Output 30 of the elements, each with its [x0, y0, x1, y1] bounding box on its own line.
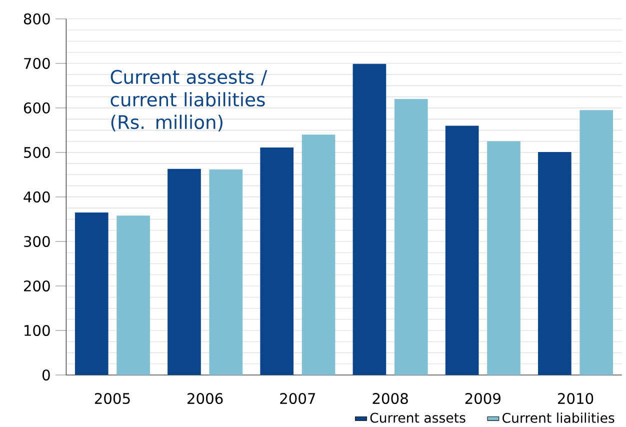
y-tick-label: 0 — [42, 369, 50, 380]
bar — [116, 216, 150, 375]
y-tick-label: 800 — [24, 13, 50, 24]
x-tick-label: 2008 — [372, 392, 408, 404]
y-tick-label: 400 — [24, 191, 50, 202]
bar — [445, 126, 479, 375]
y-tick-label: 200 — [24, 280, 50, 292]
y-tick-label: 700 — [24, 58, 50, 69]
x-tick-label: 2009 — [465, 392, 500, 404]
x-tick-label: 2007 — [280, 392, 316, 404]
bar — [168, 168, 201, 375]
x-tick-label: 2010 — [558, 392, 594, 404]
bar — [580, 110, 614, 375]
legend-label: Current liabilities — [502, 412, 614, 423]
bar — [260, 147, 294, 375]
bar — [209, 169, 243, 375]
bar — [352, 64, 386, 375]
x-tick-label: 2005 — [94, 392, 130, 404]
bar — [394, 98, 428, 375]
y-tick-label: 600 — [24, 102, 50, 114]
y-tick-label: 100 — [24, 324, 50, 336]
x-tick-label: 2006 — [188, 392, 223, 404]
bar — [487, 141, 520, 375]
bar — [302, 134, 336, 375]
y-tick-label: 300 — [24, 236, 50, 247]
bar — [538, 152, 572, 375]
y-tick-label: 500 — [24, 146, 50, 158]
legend-label: Current assets — [370, 412, 466, 423]
annotation: Current assests / current liabilities (Rs. million) — [110, 70, 268, 132]
bar — [74, 212, 108, 375]
